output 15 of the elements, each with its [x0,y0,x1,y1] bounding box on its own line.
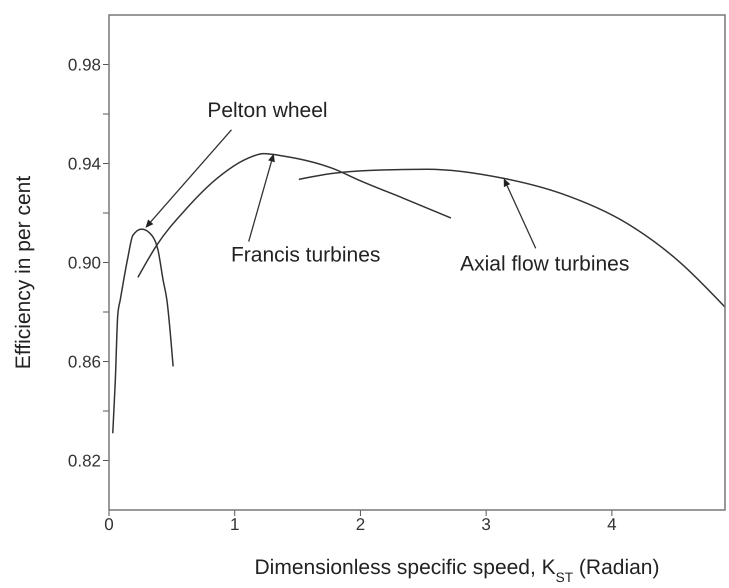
x-axis-title: Dimensionless specific speed, K$_{ST}$ (Radian) [254,556,660,584]
x-tick-label: 1 [230,515,240,534]
y-tick-label: 0.98 [68,56,101,75]
y-tick-label: 0.90 [68,254,101,273]
y-tick-label: 0.82 [68,452,101,471]
annotation: Axial flow turbines [460,252,630,276]
y-tick-label: 0.86 [68,352,101,372]
y-tick-label: 0.94 [68,154,101,174]
annotation: Francis turbines [230,244,380,267]
y-axis-title: Efficiency in per cent [12,176,35,370]
x-tick-label: 3 [481,515,491,534]
x-tick-label: 4 [607,515,617,534]
x-tick-label: 0 [104,515,114,534]
annotation: Pelton wheel [207,98,328,122]
x-tick-label: 2 [356,515,366,534]
